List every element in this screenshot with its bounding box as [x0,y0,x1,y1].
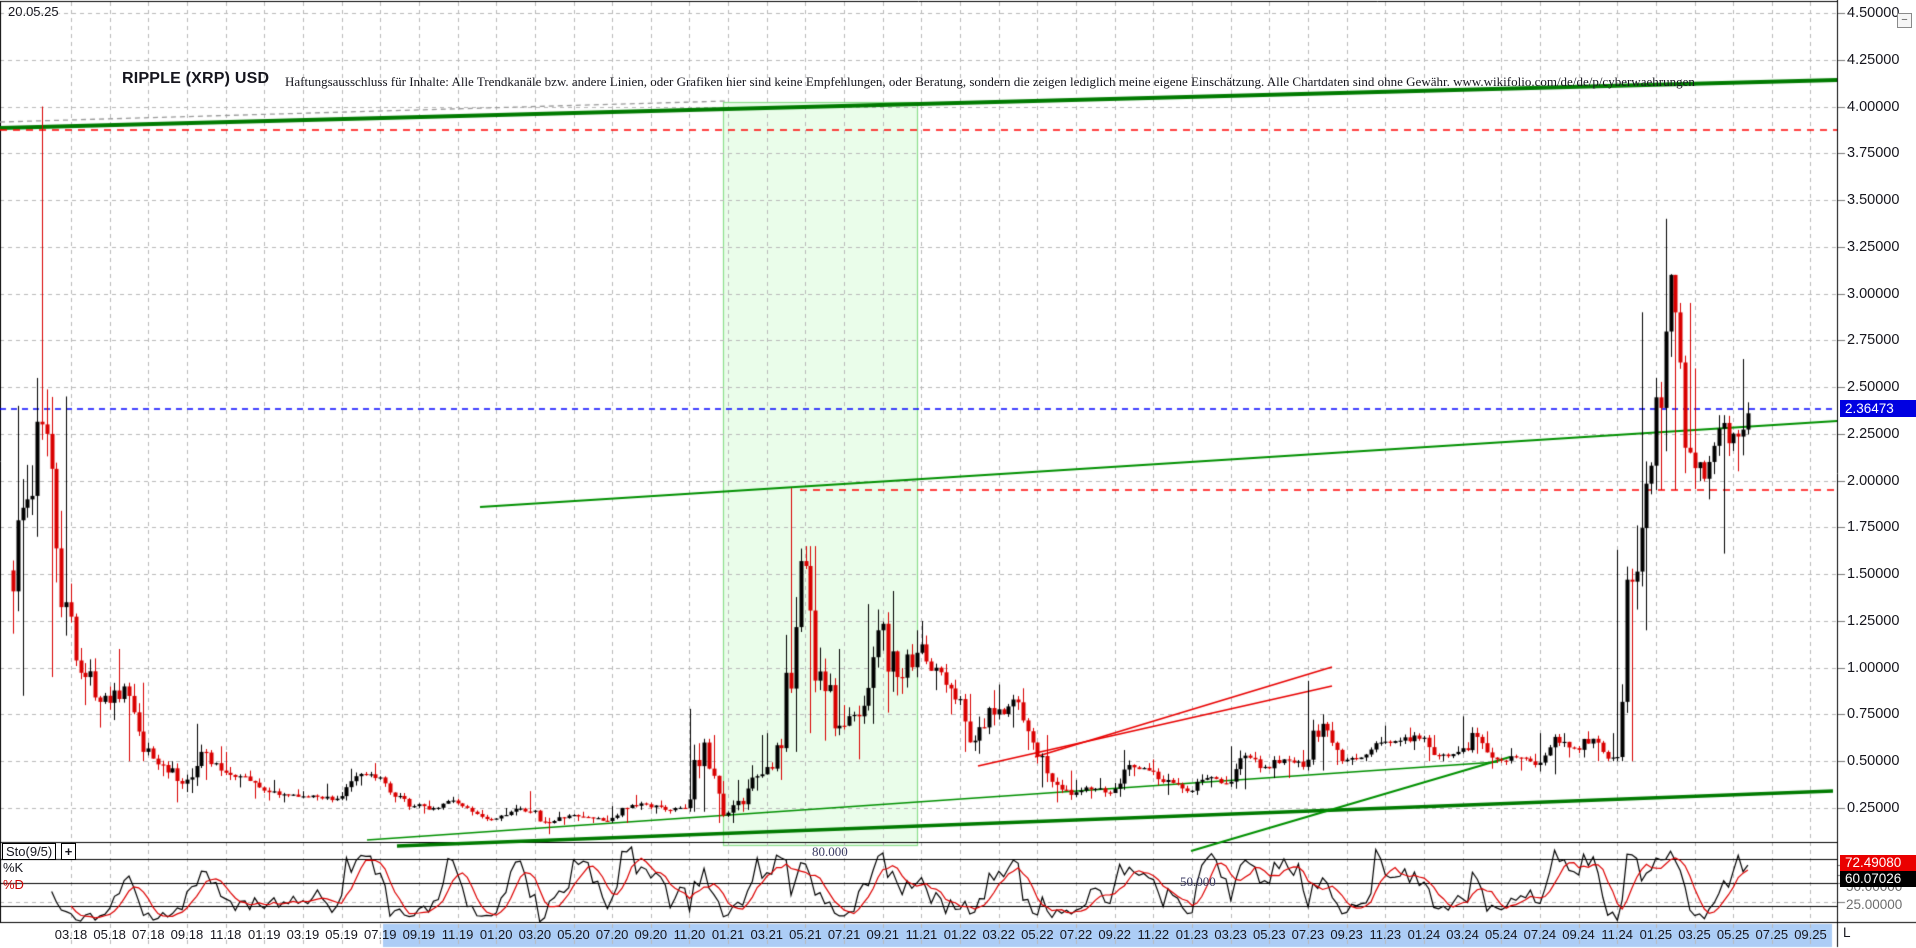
date-label: 07.24 [1523,927,1557,942]
price-axis-label: 3.50000 [1847,192,1900,209]
date-label: 01.24 [1407,927,1441,942]
date-label: 05.19 [325,927,358,942]
date-label: 11.20 [673,927,706,942]
chart-date-label: 20.05.25 [8,4,59,19]
date-label: 05.25 [1716,927,1750,942]
price-axis-label: 1.50000 [1847,566,1900,583]
date-label: 07.22 [1059,927,1093,942]
price-axis-label: 0.25000 [1847,800,1900,816]
minimize-button[interactable]: − [1897,13,1912,28]
date-label: 05.18 [93,927,126,942]
date-label: 07.21 [827,927,861,942]
date-label: 01.22 [943,927,977,942]
price-axis-label: 2.50000 [1847,379,1900,396]
date-label: 03.23 [1214,927,1247,942]
date-label: 11.22 [1137,927,1170,942]
date-label: 03.20 [518,927,552,942]
date-label: 09.23 [1330,927,1363,942]
date-label: 01.23 [1175,927,1209,942]
price-axis-label: 4.50000 [1847,5,1900,21]
date-label: 01.25 [1639,927,1673,942]
date-label: 11.24 [1601,927,1633,942]
date-label: 05.22 [1021,927,1054,942]
sto-axis-25-label: 25.00000 [1846,897,1903,912]
date-label: 03.25 [1678,927,1711,942]
date-label: 07.18 [132,927,165,942]
sto-level-50-label: 50.000 [1180,874,1216,889]
symbol-title: RIPPLE (XRP) USD [122,70,270,87]
date-label: 07.19 [363,927,397,942]
date-label: 11.21 [905,927,938,942]
date-label: 07.20 [595,927,629,942]
stochastic-d-label: %D [3,877,24,892]
date-label: 03.21 [750,927,784,942]
date-label: 03.24 [1446,927,1479,942]
date-label: 09.19 [402,927,436,942]
date-label: 03.22 [982,927,1015,942]
date-label: 05.23 [1253,927,1286,942]
date-label: 09.21 [866,927,900,942]
current-price-badge: 2.36473 [1840,400,1916,417]
stochastic-k-label: %K [3,860,24,875]
price-axis-label: 0.50000 [1847,753,1900,770]
scale-toggle-l[interactable]: L [1843,925,1851,940]
price-axis-label: 0.75000 [1847,706,1900,723]
date-label: 09.18 [170,927,204,942]
price-axis-label: 4.00000 [1847,98,1900,115]
date-label: 09.22 [1098,927,1131,942]
price-axis-label: 1.25000 [1847,612,1900,629]
date-label: 09.24 [1562,927,1595,942]
stochastic-d-value-badge: 60.07026 [1840,871,1916,887]
date-label: 11.23 [1369,927,1402,942]
date-label: 07.23 [1291,927,1325,942]
disclaimer-text: Haftungsausschluss für Inhalte: Alle Tre… [285,74,1695,89]
date-label: 07.25 [1755,927,1789,942]
price-axis-label: 3.75000 [1847,145,1900,162]
date-label: 11.18 [209,927,242,942]
date-label: 01.20 [479,927,513,942]
indicator-add-button[interactable]: + [61,843,76,860]
price-axis-label: 2.75000 [1847,332,1900,349]
price-axis-label: 4.25000 [1847,51,1900,68]
date-label: 11.19 [441,927,474,942]
date-label: 03.18 [54,927,88,942]
price-axis-label: 3.00000 [1847,285,1900,302]
indicator-settings-button[interactable]: Sto(9/5) [2,843,57,860]
date-label: 01.21 [711,927,745,942]
date-label: 09.20 [634,927,668,942]
date-label: 05.21 [789,927,822,942]
date-label: 05.24 [1484,927,1518,942]
price-axis-label: 2.00000 [1847,472,1900,489]
date-label: 09.25 [1794,927,1827,942]
price-axis-label: 3.25000 [1847,238,1900,255]
sto-level-80-label: 80.000 [812,844,848,859]
price-axis-label: 1.00000 [1847,659,1900,676]
price-axis-label: 2.25000 [1847,425,1900,442]
date-label: 03.19 [286,927,320,942]
price-axis-label: 1.75000 [1847,519,1900,536]
date-label: 05.20 [557,927,590,942]
stochastic-k-value-badge: 72.49080 [1840,855,1916,871]
date-label: 01.19 [247,927,281,942]
